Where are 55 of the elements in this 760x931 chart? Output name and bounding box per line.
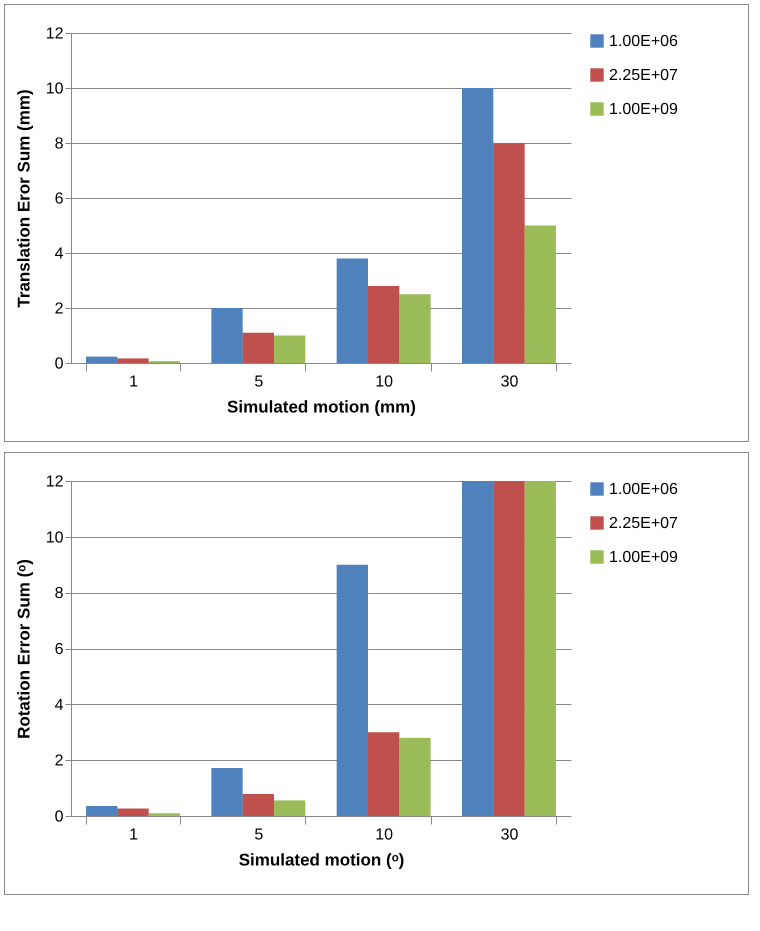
bar bbox=[117, 358, 149, 363]
y-tick-label: 0 bbox=[54, 356, 64, 372]
bar bbox=[211, 768, 243, 816]
y-tick-label: 4 bbox=[54, 246, 64, 262]
x-tick-label: 5 bbox=[254, 374, 264, 390]
legend-label: 1.00E+09 bbox=[609, 101, 678, 118]
y-axis-title: Translation Eror Sum (mm) bbox=[14, 89, 34, 308]
bar bbox=[462, 481, 494, 816]
bar bbox=[117, 808, 149, 816]
legend-label: 1.00E+09 bbox=[609, 549, 678, 566]
y-tick-label: 10 bbox=[46, 529, 64, 546]
x-tick-label: 10 bbox=[375, 374, 394, 390]
y-tick-label: 8 bbox=[54, 136, 64, 152]
bar bbox=[242, 332, 274, 363]
y-tick-label: 10 bbox=[46, 80, 64, 98]
x-tick-label: 30 bbox=[500, 374, 518, 390]
bar bbox=[211, 308, 243, 363]
bar bbox=[336, 564, 368, 816]
legend-label: 1.00E+06 bbox=[609, 481, 678, 498]
bar bbox=[399, 294, 431, 363]
bar bbox=[86, 806, 118, 816]
y-tick-label: 8 bbox=[54, 585, 64, 602]
legend-label: 2.25E+07 bbox=[609, 515, 678, 532]
x-tick-label: 1 bbox=[129, 826, 138, 844]
y-tick-label: 12 bbox=[46, 26, 64, 42]
x-tick-label: 10 bbox=[375, 826, 394, 844]
y-tick-label: 2 bbox=[54, 300, 64, 318]
bar bbox=[86, 356, 118, 363]
bar bbox=[493, 481, 525, 816]
x-axis-title: Simulated motion (ᵒ) bbox=[238, 850, 404, 870]
x-axis-title: Simulated motion (mm) bbox=[227, 398, 416, 416]
y-tick-label: 6 bbox=[54, 190, 64, 208]
bar bbox=[368, 286, 400, 363]
bar bbox=[493, 143, 525, 363]
bar bbox=[524, 481, 556, 816]
y-tick-label: 4 bbox=[54, 696, 64, 714]
bar bbox=[148, 813, 180, 816]
y-tick-label: 12 bbox=[46, 474, 64, 490]
bar bbox=[524, 226, 556, 363]
bar bbox=[274, 336, 306, 363]
x-tick-label: 1 bbox=[129, 374, 138, 390]
y-axis-title: Rotation Error Sum (ᵒ) bbox=[14, 559, 34, 739]
y-tick-label: 2 bbox=[54, 752, 64, 770]
x-tick-label: 5 bbox=[254, 826, 264, 844]
y-tick-label: 0 bbox=[54, 808, 64, 826]
y-tick-label: 6 bbox=[54, 641, 64, 658]
legend-label: 2.25E+07 bbox=[609, 67, 678, 84]
bar bbox=[462, 88, 494, 363]
x-tick-label: 30 bbox=[500, 826, 518, 844]
bar bbox=[274, 800, 306, 816]
bar bbox=[336, 258, 368, 363]
bar bbox=[368, 732, 400, 816]
bar bbox=[399, 738, 431, 816]
bar bbox=[242, 794, 274, 816]
legend-label: 1.00E+06 bbox=[609, 33, 678, 50]
